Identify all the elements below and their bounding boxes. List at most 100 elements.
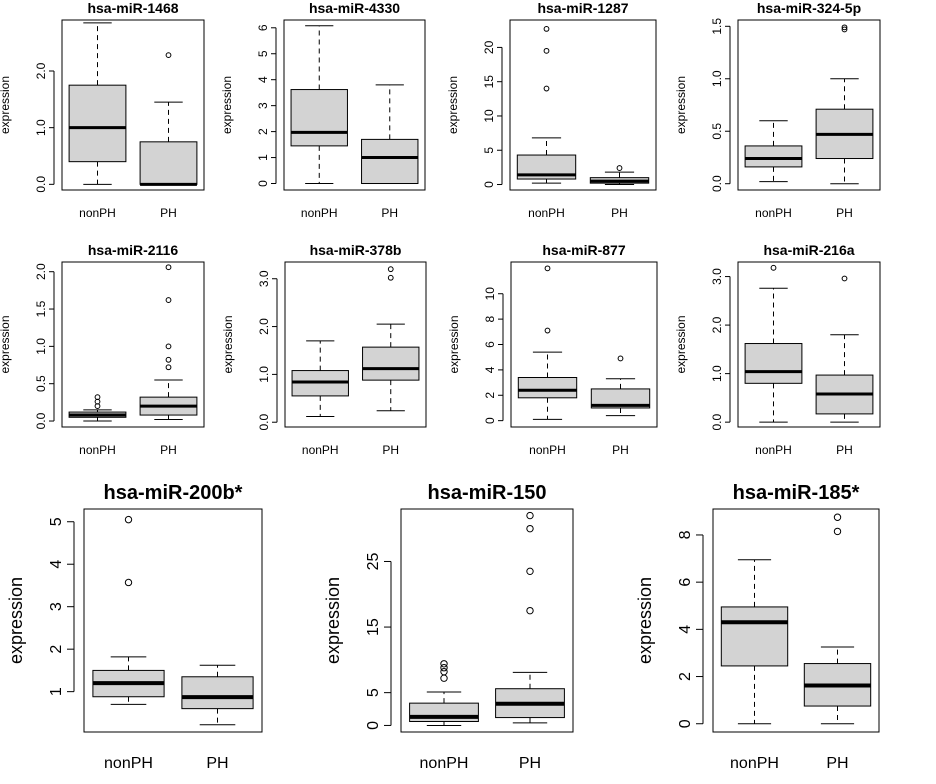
iqr-box [590,388,651,409]
y-tick-label: 0 [483,417,497,424]
y-tick-label: 0.0 [34,176,48,193]
x-tick-label: PH [611,206,628,220]
y-axis-label: expression [6,577,26,664]
box-nonPH: nonPH [68,22,127,220]
box-nonPH: nonPH [517,265,578,457]
outlier-point [617,355,624,362]
y-tick-label: 1.5 [34,300,48,317]
y-tick-label: 4 [483,366,497,373]
y-tick-label: 15 [365,618,382,636]
y-axis-label: expression [635,577,655,664]
y-tick-label: 5 [482,147,496,154]
plot-frame [61,19,205,191]
panel-title: hsa-miR-877 [542,242,625,258]
x-tick-label: PH [612,443,629,457]
y-tick-label: 1.5 [710,18,724,35]
boxplot-panel-6: hsa-miR-378b expression 0.0 1.0 2.0 3.0 nonPH P… [221,242,427,457]
boxplot-panel-4: hsa-miR-324-5p expression 0.0 0.5 1.0 1.5 nonP… [674,0,881,220]
panel-title: hsa-miR-378b [310,242,402,258]
box-PH: PH [362,266,420,457]
y-tick-label: 1.0 [710,70,724,87]
panel-title: hsa-miR-1468 [87,0,178,16]
panel-title: hsa-miR-150 [428,482,547,504]
y-tick-label: 0.0 [257,414,271,431]
outlier-point [543,26,550,32]
box-PH: PH [590,355,651,457]
iqr-box [517,377,578,399]
y-tick-label: 0.5 [710,123,724,140]
outlier-point [165,52,172,59]
plot-frame [712,508,880,733]
y-tick-label: 2 [256,128,270,135]
x-tick-label: PH [519,755,541,772]
y-tick-label: 0.5 [34,375,48,392]
outlier-point [165,264,172,271]
outlier-point [387,274,394,281]
outlier-point [165,356,172,363]
x-tick-label: PH [160,206,177,220]
y-tick-label: 6 [483,341,497,348]
x-tick-label: nonPH [755,443,792,457]
box-PH: PH [815,275,874,457]
plot-frame [61,261,205,428]
box-nonPH: nonPH [291,340,349,457]
boxplot-panel-1: hsa-miR-1468 expression 0.0 1.0 2.0 nonPH PH [0,0,205,220]
y-tick-label: 1.0 [710,365,724,382]
plot-frame [737,261,881,428]
y-tick-label: 8 [677,530,694,539]
y-tick-label: 15 [482,75,496,89]
panel-title: hsa-miR-2116 [88,242,178,258]
x-tick-label: nonPH [528,206,565,220]
y-tick-label: 0 [482,181,496,188]
iqr-box [361,138,419,185]
y-tick-label: 4 [48,560,65,569]
iqr-box [744,343,803,384]
outlier-point [124,578,133,587]
y-tick-label: 3 [256,102,270,109]
outlier-point [543,47,550,54]
iqr-box [290,89,348,147]
x-tick-label: nonPH [301,206,338,220]
boxplot-panel-5: hsa-miR-2116 expression 0.0 0.5 1.0 1.5 2.0 non… [0,242,205,457]
y-tick-label: 1.0 [34,119,48,136]
box-nonPH: nonPH [744,264,803,457]
plot-frame [284,261,427,428]
outlier-point [165,297,172,303]
y-tick-label: 20 [482,40,496,54]
y-tick-label: 2.0 [710,316,724,333]
y-axis-label: expression [447,315,461,373]
x-tick-label: PH [826,755,848,772]
box-nonPH: nonPH [92,515,165,772]
outlier-point [440,664,448,672]
outlier-point [124,515,133,524]
outlier-point [841,275,848,282]
y-tick-label: 10 [483,287,497,301]
y-tick-label: 5 [48,517,65,526]
outlier-point [440,660,448,668]
iqr-box [68,84,127,163]
box-nonPH: nonPH [409,660,479,772]
y-tick-label: 3.0 [257,270,271,287]
x-tick-label: nonPH [529,443,566,457]
x-tick-label: PH [206,755,228,772]
outlier-point [526,606,534,615]
boxplot-panel-10: hsa-miR-150 expression 0 5 15 25 nonPH PH [323,482,574,772]
outlier-point [543,85,550,92]
outlier-point [440,674,448,682]
y-tick-label: 2 [483,392,497,399]
y-tick-label: 2.0 [34,62,48,79]
y-axis-label: expression [323,577,343,664]
outlier-point [526,511,534,520]
panel-title: hsa-miR-1287 [537,0,628,16]
panel-title: hsa-miR-4330 [309,0,400,16]
outlier-point [165,343,172,350]
outlier-point [387,266,394,273]
panel-title: hsa-miR-185* [733,482,860,504]
y-tick-label: 0 [256,180,270,187]
box-nonPH: nonPH [290,25,348,220]
y-tick-label: 2.0 [34,263,48,280]
x-tick-label: nonPH [730,755,779,772]
y-tick-label: 0 [677,719,694,728]
x-tick-label: nonPH [755,206,792,220]
y-axis-label: expression [221,315,235,373]
